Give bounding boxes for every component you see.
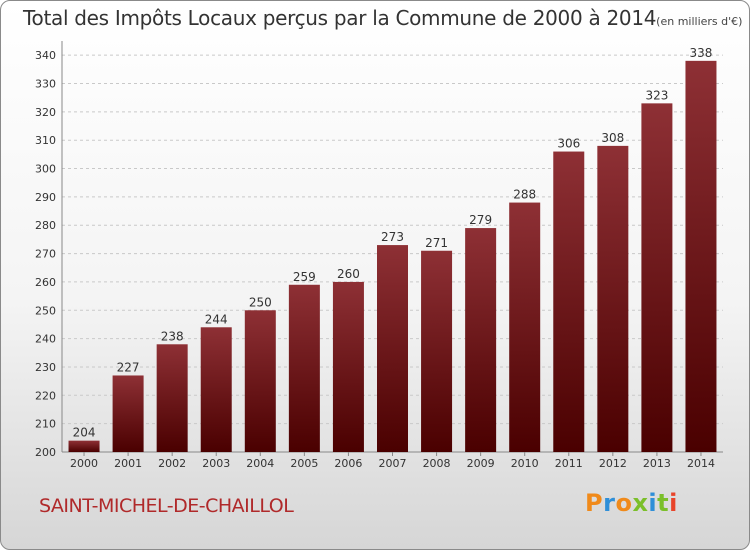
x-tick-label: 2005 (290, 457, 318, 470)
bar-value-label: 338 (690, 46, 713, 60)
bar-2011 (553, 151, 585, 452)
y-tick-label: 260 (35, 276, 56, 289)
bar-value-label: 271 (425, 236, 448, 250)
bar-2010 (509, 202, 541, 452)
bar-value-label: 227 (117, 360, 140, 374)
x-tick-label: 2011 (555, 457, 583, 470)
y-tick-label: 240 (35, 333, 56, 346)
x-tick-label: 2006 (334, 457, 362, 470)
bar-2001 (112, 375, 144, 452)
bar-value-label: 204 (73, 426, 96, 440)
x-tick-label: 2007 (379, 457, 407, 470)
x-tick-label: 2012 (599, 457, 627, 470)
brand-letter: t (657, 489, 670, 517)
bar-value-label: 259 (293, 270, 316, 284)
x-tick-label: 2002 (158, 457, 186, 470)
commune-name: SAINT-MICHEL-DE-CHAILLOL (39, 495, 294, 517)
x-tick-label: 2009 (467, 457, 495, 470)
y-tick-label: 270 (35, 248, 56, 261)
x-tick-label: 2000 (70, 457, 98, 470)
bar-value-label: 323 (645, 88, 668, 102)
y-tick-label: 310 (35, 134, 56, 147)
chart-unit-label: (en milliers d'€) (656, 15, 743, 28)
y-tick-label: 280 (35, 219, 56, 232)
bar-2009 (465, 228, 497, 452)
y-tick-label: 250 (35, 304, 56, 317)
chart-title: Total des Impôts Locaux perçus par la Co… (23, 6, 742, 30)
bars: 204 227 238 244 250 259 260 273 271 279 288 306 308 3… (68, 46, 717, 453)
bar-value-label: 279 (469, 213, 492, 227)
y-tick-label: 340 (35, 49, 56, 62)
bar-value-label: 260 (337, 267, 360, 281)
bar-value-label: 238 (161, 329, 184, 343)
x-tick-label: 2001 (114, 457, 142, 470)
x-axis: 2000 2001 2002 2003 2004 2005 2006 2007 2008 2009… (70, 452, 715, 470)
bar-value-label: 250 (249, 295, 272, 309)
y-tick-label: 210 (35, 418, 56, 431)
bar-2004 (244, 310, 276, 452)
bar-2005 (288, 284, 320, 452)
y-tick-label: 320 (35, 106, 56, 119)
proxiti-logo[interactable]: Proxiti (585, 489, 678, 517)
brand-letter: i (648, 489, 658, 517)
y-tick-label: 230 (35, 361, 56, 374)
bar-2007 (377, 245, 408, 452)
x-tick-label: 2004 (246, 457, 274, 470)
bar-2014 (685, 60, 717, 453)
brand-letter: i (669, 489, 678, 517)
bar-2003 (200, 327, 232, 452)
bar-2000 (68, 440, 100, 452)
y-tick-label: 290 (35, 191, 56, 204)
bar-2008 (421, 250, 453, 452)
bar-value-label: 288 (513, 188, 536, 202)
bar-value-label: 306 (557, 137, 580, 151)
x-tick-label: 2010 (511, 457, 539, 470)
bar-value-label: 273 (381, 230, 404, 244)
brand-letter: r (603, 489, 616, 517)
bar-value-label: 308 (601, 131, 624, 145)
brand-letter: P (585, 489, 604, 517)
bar-2013 (641, 103, 673, 453)
bar-2012 (597, 145, 629, 452)
bar-2002 (156, 344, 188, 452)
y-tick-label: 300 (35, 163, 56, 176)
y-tick-label: 200 (35, 446, 56, 459)
x-tick-label: 2014 (687, 457, 715, 470)
brand-letter: x (632, 489, 649, 517)
x-tick-label: 2013 (643, 457, 671, 470)
x-tick-label: 2008 (423, 457, 451, 470)
y-tick-label: 330 (35, 78, 56, 91)
y-tick-label: 220 (35, 389, 56, 402)
bar-value-label: 244 (205, 312, 228, 326)
bar-2006 (332, 281, 364, 452)
x-tick-label: 2003 (202, 457, 230, 470)
brand-letter: o (615, 489, 633, 517)
chart-title-text: Total des Impôts Locaux perçus par la Co… (23, 6, 657, 30)
